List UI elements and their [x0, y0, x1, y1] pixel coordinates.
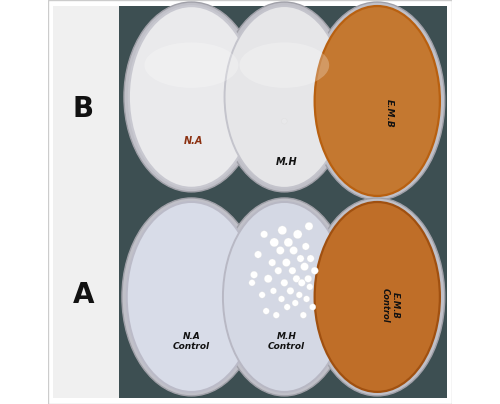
Text: E.M.B
Control: E.M.B Control	[381, 288, 400, 322]
Ellipse shape	[250, 271, 258, 278]
Text: M.H: M.H	[276, 157, 297, 166]
Text: M.H
Control: M.H Control	[268, 332, 305, 351]
Ellipse shape	[223, 202, 346, 392]
Ellipse shape	[310, 198, 444, 396]
Ellipse shape	[270, 238, 278, 247]
Ellipse shape	[254, 251, 262, 258]
Ellipse shape	[122, 198, 261, 396]
Ellipse shape	[218, 198, 350, 396]
Ellipse shape	[282, 118, 287, 124]
Ellipse shape	[287, 287, 294, 295]
Bar	[53, 6, 118, 398]
Ellipse shape	[249, 280, 256, 286]
Ellipse shape	[314, 202, 440, 392]
Ellipse shape	[278, 226, 287, 235]
Ellipse shape	[289, 267, 296, 274]
Ellipse shape	[293, 230, 302, 239]
Ellipse shape	[260, 231, 268, 238]
Ellipse shape	[311, 267, 318, 274]
Ellipse shape	[290, 246, 298, 255]
Ellipse shape	[314, 6, 440, 196]
Ellipse shape	[298, 279, 306, 286]
Text: N.A: N.A	[184, 137, 203, 146]
Ellipse shape	[259, 292, 266, 298]
Ellipse shape	[307, 255, 314, 262]
Ellipse shape	[263, 308, 270, 314]
Ellipse shape	[310, 2, 444, 200]
Ellipse shape	[284, 238, 293, 247]
Ellipse shape	[144, 42, 238, 88]
Ellipse shape	[304, 296, 310, 302]
Ellipse shape	[293, 275, 300, 282]
Text: E.M.B: E.M.B	[385, 99, 394, 128]
Ellipse shape	[224, 6, 344, 188]
Ellipse shape	[300, 312, 306, 318]
Ellipse shape	[264, 275, 272, 283]
Ellipse shape	[300, 263, 308, 271]
Text: A: A	[73, 281, 94, 309]
Ellipse shape	[297, 255, 304, 262]
Ellipse shape	[274, 267, 282, 274]
Ellipse shape	[282, 259, 290, 267]
Ellipse shape	[306, 284, 313, 290]
Ellipse shape	[276, 246, 284, 255]
Ellipse shape	[284, 304, 290, 310]
Ellipse shape	[305, 222, 313, 230]
Ellipse shape	[304, 275, 312, 282]
Ellipse shape	[292, 300, 298, 306]
Text: B: B	[73, 95, 94, 123]
Ellipse shape	[280, 279, 288, 286]
Ellipse shape	[129, 6, 254, 188]
Ellipse shape	[240, 42, 329, 88]
Ellipse shape	[127, 202, 256, 392]
Ellipse shape	[278, 296, 284, 302]
Ellipse shape	[296, 292, 302, 298]
Ellipse shape	[124, 2, 259, 192]
Ellipse shape	[302, 243, 310, 250]
Ellipse shape	[310, 304, 316, 310]
Ellipse shape	[268, 259, 276, 266]
Text: N.A
Control: N.A Control	[173, 332, 210, 351]
Ellipse shape	[270, 288, 276, 294]
Ellipse shape	[220, 2, 349, 192]
Ellipse shape	[273, 312, 280, 318]
